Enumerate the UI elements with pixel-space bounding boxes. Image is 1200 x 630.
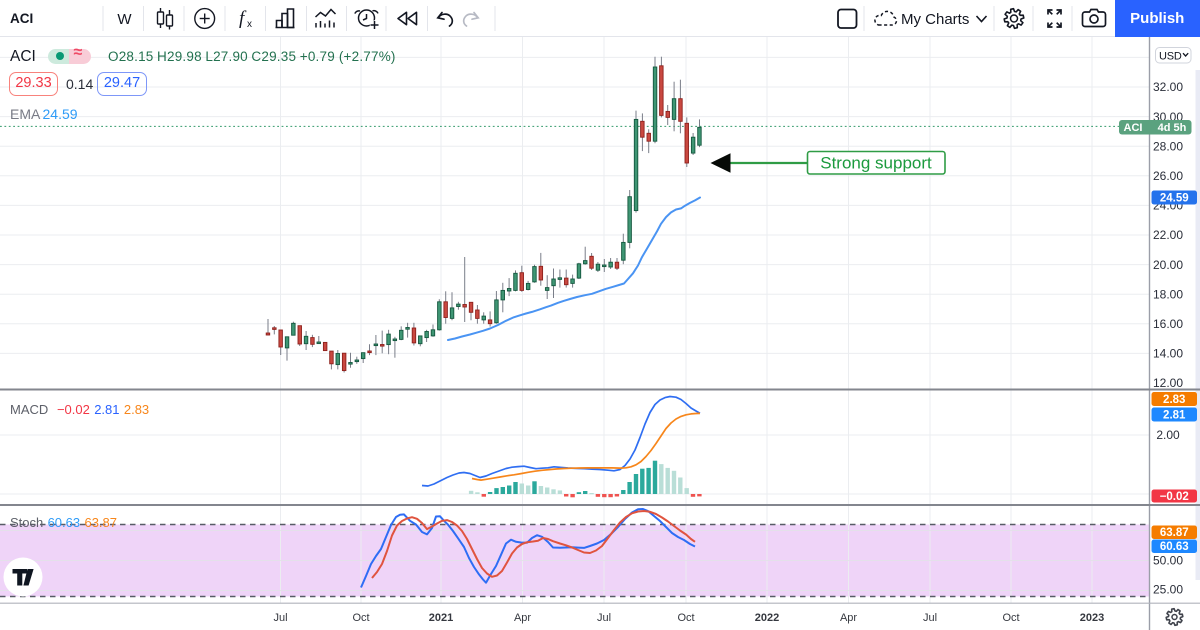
- svg-text:18.00: 18.00: [1153, 287, 1183, 301]
- svg-text:4d 5h: 4d 5h: [1158, 122, 1187, 134]
- svg-text:−0.02: −0.02: [1160, 491, 1189, 503]
- svg-text:W: W: [117, 11, 132, 28]
- svg-text:Oct: Oct: [352, 612, 369, 624]
- svg-text:Jul: Jul: [923, 612, 937, 624]
- svg-text:2.83: 2.83: [1163, 394, 1185, 406]
- svg-text:63.87: 63.87: [1160, 527, 1189, 539]
- svg-text:2.00: 2.00: [1156, 428, 1180, 442]
- svg-text:24.59: 24.59: [1160, 193, 1189, 205]
- svg-text:My Charts: My Charts: [901, 11, 969, 28]
- svg-text:28.00: 28.00: [1153, 139, 1183, 153]
- svg-text:f: f: [239, 8, 247, 29]
- svg-text:2022: 2022: [755, 612, 779, 624]
- svg-text:Jul: Jul: [597, 612, 611, 624]
- svg-text:50.00: 50.00: [1153, 554, 1183, 568]
- svg-text:16.00: 16.00: [1153, 317, 1183, 331]
- svg-text:Jul: Jul: [273, 612, 287, 624]
- svg-text:Oct: Oct: [677, 612, 694, 624]
- svg-text:2.81: 2.81: [1163, 410, 1186, 422]
- svg-text:USD: USD: [1159, 50, 1182, 62]
- svg-text:x: x: [247, 19, 252, 30]
- svg-text:25.00: 25.00: [1153, 583, 1183, 597]
- svg-text:12.00: 12.00: [1153, 376, 1183, 390]
- svg-text:20.00: 20.00: [1153, 258, 1183, 272]
- svg-text:60.63: 60.63: [1160, 541, 1189, 553]
- svg-text:Apr: Apr: [840, 612, 857, 624]
- svg-text:32.00: 32.00: [1153, 80, 1183, 94]
- svg-text:ACI: ACI: [1124, 122, 1143, 134]
- svg-text:Apr: Apr: [514, 612, 531, 624]
- svg-text:26.00: 26.00: [1153, 169, 1183, 183]
- svg-text:2021: 2021: [429, 612, 453, 624]
- svg-text:22.00: 22.00: [1153, 228, 1183, 242]
- svg-text:2023: 2023: [1080, 612, 1104, 624]
- svg-text:14.00: 14.00: [1153, 347, 1183, 361]
- svg-text:Oct: Oct: [1002, 612, 1019, 624]
- svg-text:Strong support: Strong support: [820, 154, 932, 173]
